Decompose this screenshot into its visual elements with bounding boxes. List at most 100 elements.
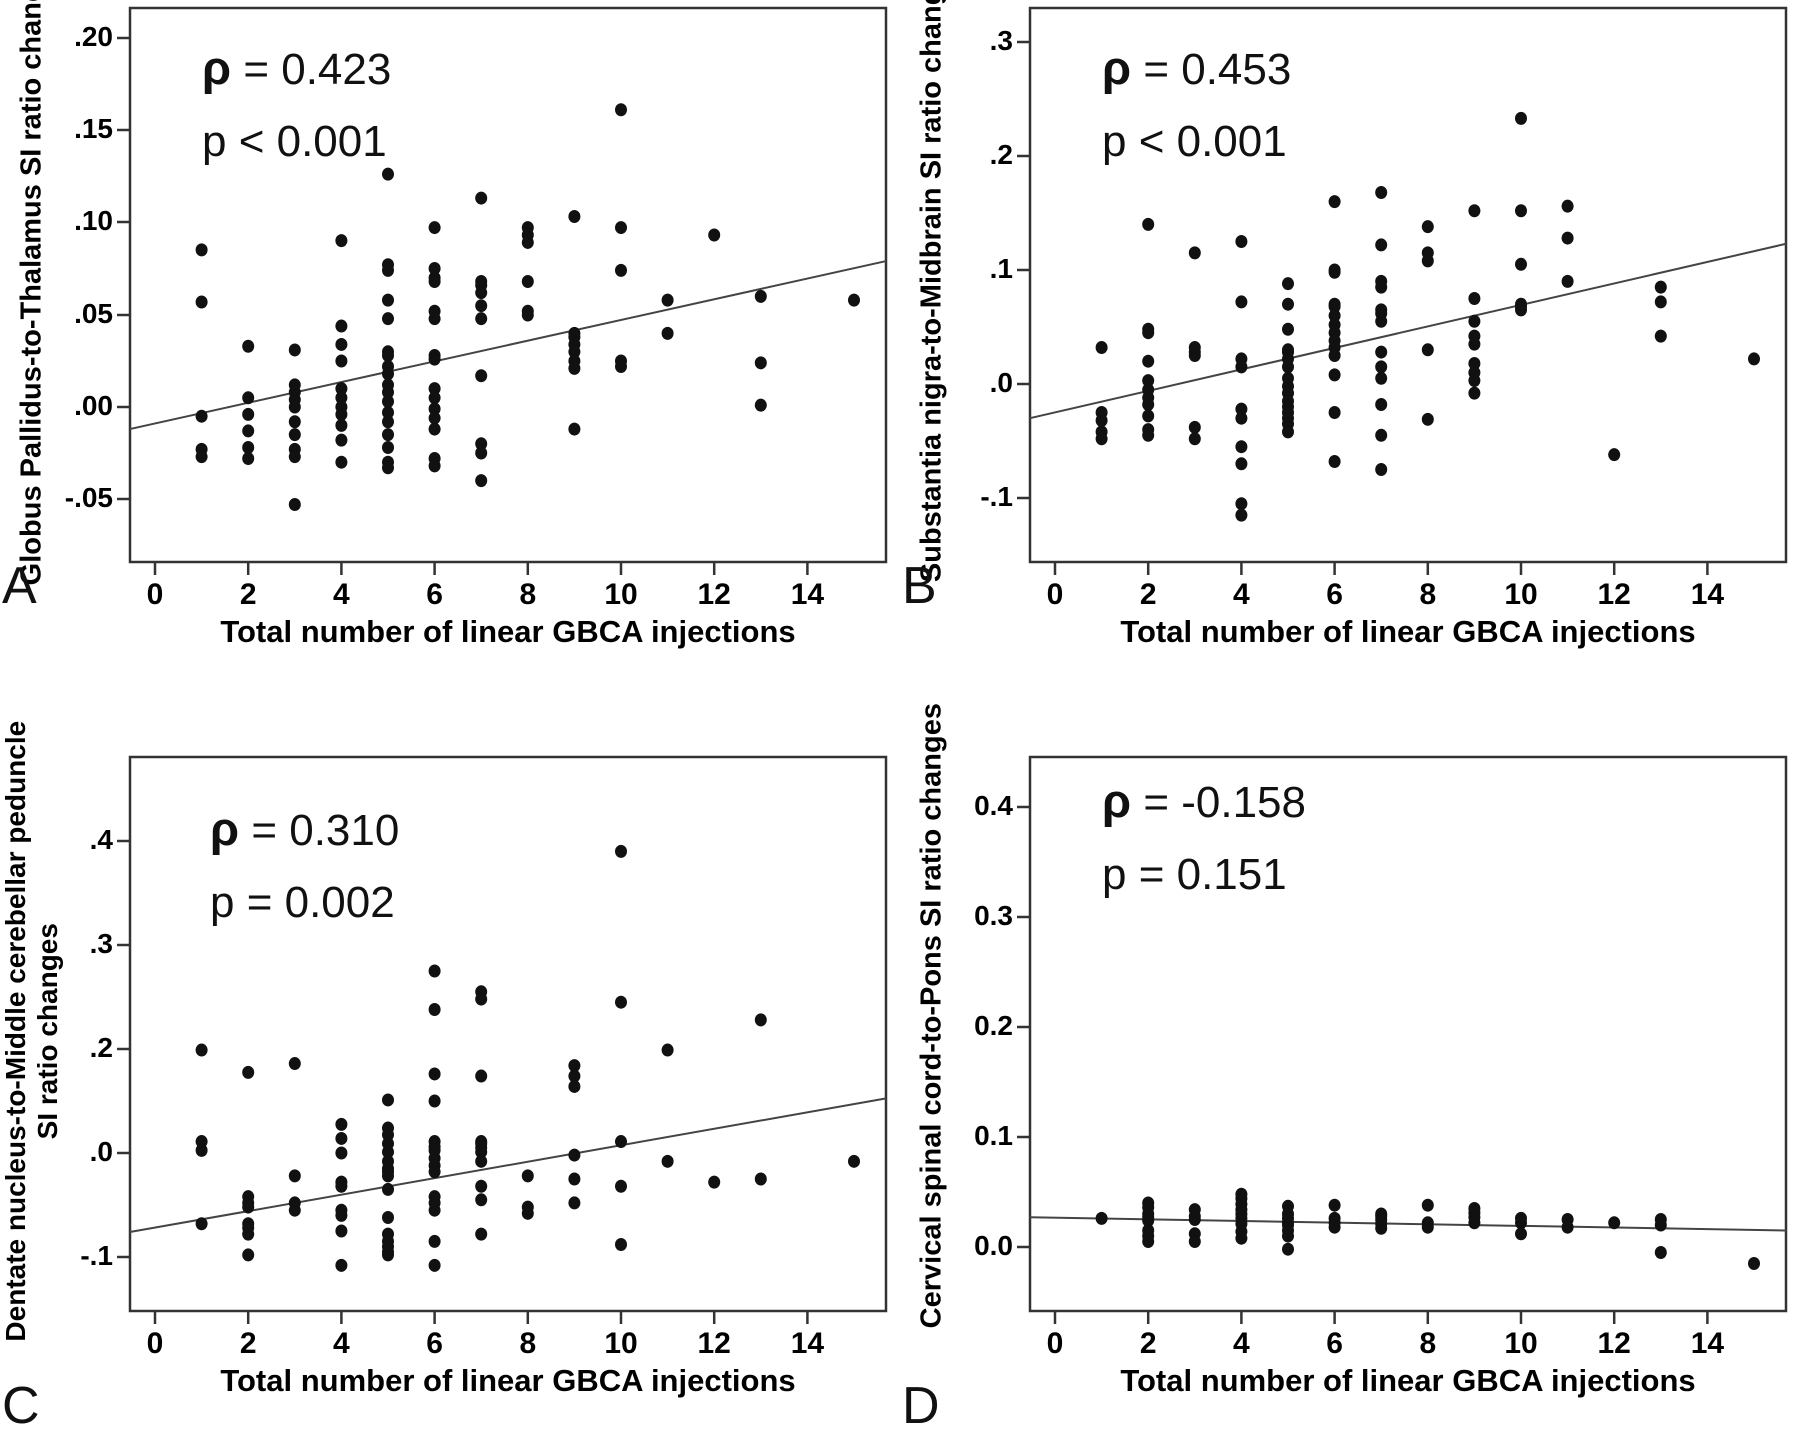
data-point	[568, 1079, 581, 1093]
x-tick-label: 10	[1504, 578, 1538, 611]
data-point	[288, 1169, 301, 1183]
y-tick-label: 0.1	[974, 1120, 1013, 1151]
data-point	[382, 440, 394, 454]
data-point	[1608, 448, 1621, 462]
data-point	[521, 1169, 534, 1183]
data-point	[428, 459, 441, 473]
x-tick-label: 4	[1233, 1327, 1250, 1360]
data-point	[475, 312, 488, 326]
x-tick-label: 8	[519, 1327, 537, 1360]
scatter-plot-a	[117, 6, 888, 575]
x-tick-label: 10	[1504, 1327, 1538, 1360]
data-point	[242, 1065, 255, 1079]
data-point	[382, 1182, 394, 1196]
y-tick-label: .05	[74, 298, 113, 329]
x-tick-label: 4	[333, 1327, 350, 1360]
data-point	[242, 407, 255, 421]
y-tick-label: .0	[89, 1136, 113, 1167]
x-tick-label: 6	[1326, 1327, 1343, 1360]
data-point	[848, 293, 860, 307]
x-tick-label: 10	[604, 1327, 638, 1360]
data-point	[382, 348, 394, 362]
data-point	[1235, 360, 1248, 374]
data-point	[1282, 360, 1294, 374]
data-point	[1235, 497, 1248, 511]
x-tick-label: 10	[604, 578, 638, 611]
data-point	[288, 1203, 301, 1217]
data-point	[335, 1131, 348, 1145]
data-point	[1748, 352, 1760, 366]
data-point	[1235, 295, 1248, 309]
panel-d: Cervical spinal cord-to-Pons SI ratio ch…	[900, 703, 1800, 1442]
data-point	[754, 1013, 767, 1027]
data-point	[754, 356, 767, 370]
data-point	[615, 103, 627, 117]
data-point	[615, 221, 627, 235]
data-point	[1282, 277, 1294, 291]
data-point	[242, 1227, 255, 1241]
x-tick-label: 0	[1046, 1327, 1064, 1360]
data-point	[1421, 254, 1434, 268]
y-tick-label: 0.2	[974, 1010, 1013, 1041]
data-point	[195, 243, 208, 257]
data-point	[1328, 1220, 1341, 1234]
data-point	[568, 209, 581, 223]
y-tick-label: 0.3	[974, 900, 1013, 931]
data-point	[335, 319, 348, 333]
data-point	[475, 437, 488, 451]
x-tick-label: 12	[1597, 1327, 1631, 1360]
stats-annotation: ρ = 0.310 p = 0.002	[210, 793, 399, 939]
data-point	[335, 455, 348, 469]
data-point	[242, 424, 255, 438]
data-point	[568, 1148, 581, 1162]
plot-border	[1028, 6, 1788, 564]
y-tick-label: -.05	[64, 482, 113, 513]
data-point	[242, 1200, 255, 1214]
data-point	[428, 382, 441, 396]
data-point	[1188, 420, 1201, 434]
data-point	[1328, 406, 1341, 419]
data-point	[1375, 360, 1388, 374]
data-point	[1468, 292, 1481, 305]
data-point	[661, 326, 674, 340]
data-point	[335, 234, 348, 248]
rho-symbol: ρ	[202, 41, 232, 94]
data-point	[428, 402, 441, 416]
data-point	[288, 400, 301, 414]
data-point	[615, 1179, 627, 1193]
x-tick-label: 2	[1139, 578, 1157, 611]
data-point	[428, 411, 441, 425]
data-point	[335, 354, 348, 368]
data-point	[568, 1196, 581, 1210]
data-point	[615, 1135, 627, 1149]
panel-letter: C	[2, 1377, 40, 1435]
data-point	[1375, 280, 1388, 294]
data-point	[1561, 1220, 1574, 1234]
y-tick-label: .3	[989, 25, 1013, 56]
data-point	[475, 286, 488, 300]
y-tick-label: .15	[74, 113, 113, 144]
data-point	[382, 385, 394, 399]
data-point	[1142, 217, 1155, 231]
data-point	[242, 391, 255, 405]
data-point	[1375, 345, 1388, 359]
data-point	[1095, 413, 1108, 427]
data-point	[1328, 349, 1341, 362]
data-point	[1188, 246, 1201, 260]
data-point	[335, 407, 348, 421]
data-point	[1142, 1235, 1155, 1248]
data-point	[1328, 368, 1341, 382]
x-tick-label: 0	[146, 1327, 164, 1360]
data-point	[1142, 428, 1155, 442]
data-point	[428, 262, 441, 275]
data-point	[568, 1172, 581, 1186]
data-point	[288, 428, 301, 442]
data-point	[242, 452, 255, 466]
data-point	[1235, 411, 1248, 425]
data-point	[335, 418, 348, 432]
x-tick-label: 12	[1597, 578, 1631, 611]
data-point	[1235, 1231, 1248, 1245]
data-point	[754, 289, 767, 303]
data-point	[521, 1206, 534, 1220]
